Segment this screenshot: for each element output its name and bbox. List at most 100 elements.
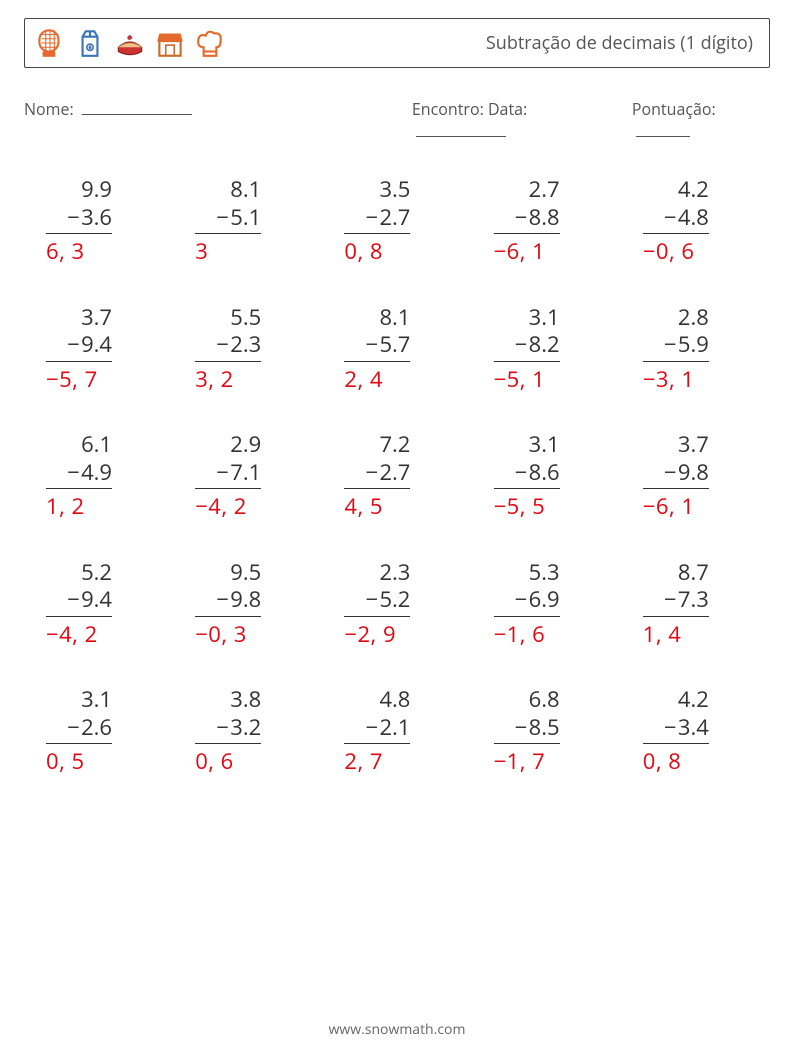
minuend: 6.1 bbox=[46, 431, 112, 459]
problem-numbers: 2.9−7.1 bbox=[195, 431, 261, 489]
answer: −5, 5 bbox=[494, 493, 621, 521]
problem: 2.8−5.9−3, 1 bbox=[621, 304, 770, 394]
answer: 2, 7 bbox=[344, 748, 471, 776]
meta-row: Nome: Encontro: Data: Pontuação: bbox=[24, 98, 770, 142]
answer: −0, 3 bbox=[195, 621, 322, 649]
problem-numbers: 5.5−2.3 bbox=[195, 304, 261, 362]
problems-grid: 9.9−3.66, 38.1−5.133.5−2.70, 82.7−8.8−6,… bbox=[24, 176, 770, 776]
score-blank[interactable] bbox=[636, 122, 690, 137]
subtrahend: −2.6 bbox=[46, 714, 112, 745]
header-box: Subtração de decimais (1 dígito) bbox=[24, 18, 770, 68]
answer: 3 bbox=[195, 238, 322, 266]
subtrahend: −5.1 bbox=[195, 204, 261, 235]
problem: 3.1−8.6−5, 5 bbox=[472, 431, 621, 521]
problem: 4.8−2.12, 7 bbox=[322, 686, 471, 776]
subtrahend: −9.4 bbox=[46, 331, 112, 362]
answer: 1, 4 bbox=[643, 621, 770, 649]
minuend: 8.1 bbox=[195, 176, 261, 204]
subtrahend: −3.4 bbox=[643, 714, 709, 745]
footer: www.snowmath.com bbox=[0, 1020, 794, 1039]
subtrahend: −9.4 bbox=[46, 586, 112, 617]
problem: 2.7−8.8−6, 1 bbox=[472, 176, 621, 266]
subtrahend: −2.3 bbox=[195, 331, 261, 362]
problem: 8.1−5.1 3 bbox=[173, 176, 322, 266]
score-label: Pontuação: bbox=[632, 98, 716, 120]
minuend: 7.2 bbox=[344, 431, 410, 459]
problem: 3.7−9.4−5, 7 bbox=[24, 304, 173, 394]
subtrahend: −5.7 bbox=[344, 331, 410, 362]
answer: 0, 6 bbox=[195, 748, 322, 776]
problem: 5.2−9.4 −4, 2 bbox=[24, 559, 173, 649]
minuend: 5.3 bbox=[494, 559, 560, 587]
subtrahend: −7.3 bbox=[643, 586, 709, 617]
problem-numbers: 4.2−4.8 bbox=[643, 176, 709, 234]
minuend: 3.7 bbox=[46, 304, 112, 332]
pie-icon bbox=[113, 26, 147, 60]
mitt-icon bbox=[33, 26, 67, 60]
answer: −3, 1 bbox=[643, 366, 770, 394]
problem-numbers: 5.3−6.9 bbox=[494, 559, 560, 617]
problem: 3.1−2.6 0, 5 bbox=[24, 686, 173, 776]
answer: −4, 2 bbox=[195, 493, 322, 521]
problem-numbers: 9.5−9.8 bbox=[195, 559, 261, 617]
subtrahend: −9.8 bbox=[643, 459, 709, 490]
encounter-label: Encontro: Data: bbox=[412, 98, 527, 120]
header-icons bbox=[33, 26, 227, 60]
problem: 4.2−3.40, 8 bbox=[621, 686, 770, 776]
worksheet-title: Subtração de decimais (1 dígito) bbox=[486, 31, 753, 55]
problem-numbers: 3.1−2.6 bbox=[46, 686, 112, 744]
problem-numbers: 8.1−5.1 bbox=[195, 176, 261, 234]
answer: 0, 5 bbox=[46, 748, 173, 776]
problem: 9.9−3.66, 3 bbox=[24, 176, 173, 266]
problem: 6.1−4.91, 2 bbox=[24, 431, 173, 521]
subtrahend: −8.6 bbox=[494, 459, 560, 490]
subtrahend: −4.8 bbox=[643, 204, 709, 235]
minuend: 9.5 bbox=[195, 559, 261, 587]
problem: 4.2−4.8−0, 6 bbox=[621, 176, 770, 266]
subtrahend: −3.6 bbox=[46, 204, 112, 235]
problem-numbers: 3.5−2.7 bbox=[344, 176, 410, 234]
footer-text: www.snowmath.com bbox=[329, 1020, 466, 1039]
minuend: 4.8 bbox=[344, 686, 410, 714]
minuend: 5.2 bbox=[46, 559, 112, 587]
subtrahend: −2.7 bbox=[344, 204, 410, 235]
problem: 7.2−2.74, 5 bbox=[322, 431, 471, 521]
subtrahend: −4.9 bbox=[46, 459, 112, 490]
minuend: 2.3 bbox=[344, 559, 410, 587]
minuend: 5.5 bbox=[195, 304, 261, 332]
problem-numbers: 3.7−9.8 bbox=[643, 431, 709, 489]
meta-name: Nome: bbox=[24, 98, 412, 142]
problem-numbers: 8.7−7.3 bbox=[643, 559, 709, 617]
problem: 5.3−6.9−1, 6 bbox=[472, 559, 621, 649]
shop-icon bbox=[153, 26, 187, 60]
problem-numbers: 3.8−3.2 bbox=[195, 686, 261, 744]
minuend: 4.2 bbox=[643, 176, 709, 204]
problem: 8.1−5.7 2, 4 bbox=[322, 304, 471, 394]
answer: −2, 9 bbox=[344, 621, 471, 649]
minuend: 4.2 bbox=[643, 686, 709, 714]
subtrahend: −8.5 bbox=[494, 714, 560, 745]
problem-numbers: 6.1−4.9 bbox=[46, 431, 112, 489]
problem-numbers: 2.3−5.2 bbox=[344, 559, 410, 617]
subtrahend: −3.2 bbox=[195, 714, 261, 745]
date-blank[interactable] bbox=[416, 122, 506, 137]
minuend: 8.1 bbox=[344, 304, 410, 332]
answer: −5, 1 bbox=[494, 366, 621, 394]
problem: 8.7−7.3 1, 4 bbox=[621, 559, 770, 649]
problem-numbers: 5.2−9.4 bbox=[46, 559, 112, 617]
subtrahend: −8.2 bbox=[494, 331, 560, 362]
problem-numbers: 4.2−3.4 bbox=[643, 686, 709, 744]
problem: 3.7−9.8−6, 1 bbox=[621, 431, 770, 521]
answer: −4, 2 bbox=[46, 621, 173, 649]
subtrahend: −2.7 bbox=[344, 459, 410, 490]
problem-numbers: 8.1−5.7 bbox=[344, 304, 410, 362]
answer: 2, 4 bbox=[344, 366, 471, 394]
minuend: 3.8 bbox=[195, 686, 261, 714]
problem: 3.8−3.2 0, 6 bbox=[173, 686, 322, 776]
problem: 2.3−5.2 −2, 9 bbox=[322, 559, 471, 649]
minuend: 9.9 bbox=[46, 176, 112, 204]
problem-numbers: 6.8−8.5 bbox=[494, 686, 560, 744]
problem: 5.5−2.33, 2 bbox=[173, 304, 322, 394]
name-blank[interactable] bbox=[82, 100, 192, 115]
subtrahend: −5.2 bbox=[344, 586, 410, 617]
